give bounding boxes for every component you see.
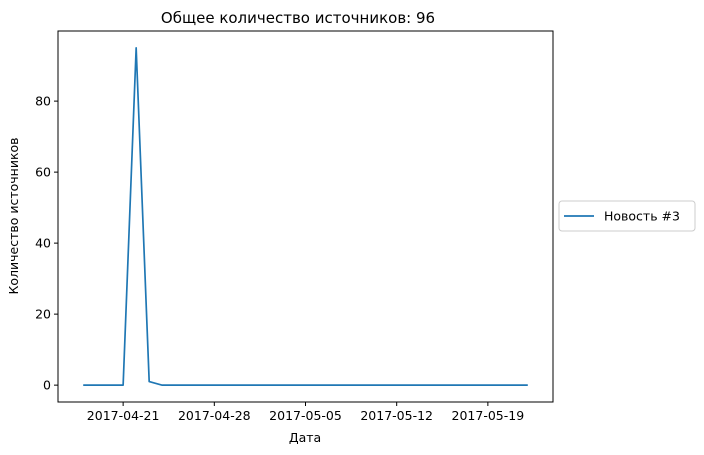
legend-box [558,200,696,232]
x-tick-label: 2017-05-05 [269,408,342,423]
plot-area [57,30,554,403]
x-axis-label: Дата [289,430,321,445]
y-axis: 0 20 40 60 80 [35,94,58,393]
y-tick-label: 20 [35,307,51,322]
y-tick-label: 40 [35,236,51,251]
x-tick-label: 2017-04-28 [178,408,251,423]
x-tick-label: 2017-05-19 [452,408,525,423]
y-tick-label: 80 [35,94,51,109]
x-tick-label: 2017-05-12 [360,408,433,423]
y-axis-label: Количество источников [6,137,21,294]
y-tick-label: 60 [35,165,51,180]
y-tick-label: 0 [43,378,51,393]
chart-title: Общее количество источников: 96 [161,9,435,27]
series-line-1 [83,47,528,386]
x-tick-label: 2017-04-21 [87,408,160,423]
legend-entry: Новость #3 [604,209,680,224]
series-layer [83,47,528,386]
legend: Новость #3 [558,200,696,232]
x-axis: 2017-04-21 2017-04-28 2017-05-05 2017-05-12… [87,402,524,423]
